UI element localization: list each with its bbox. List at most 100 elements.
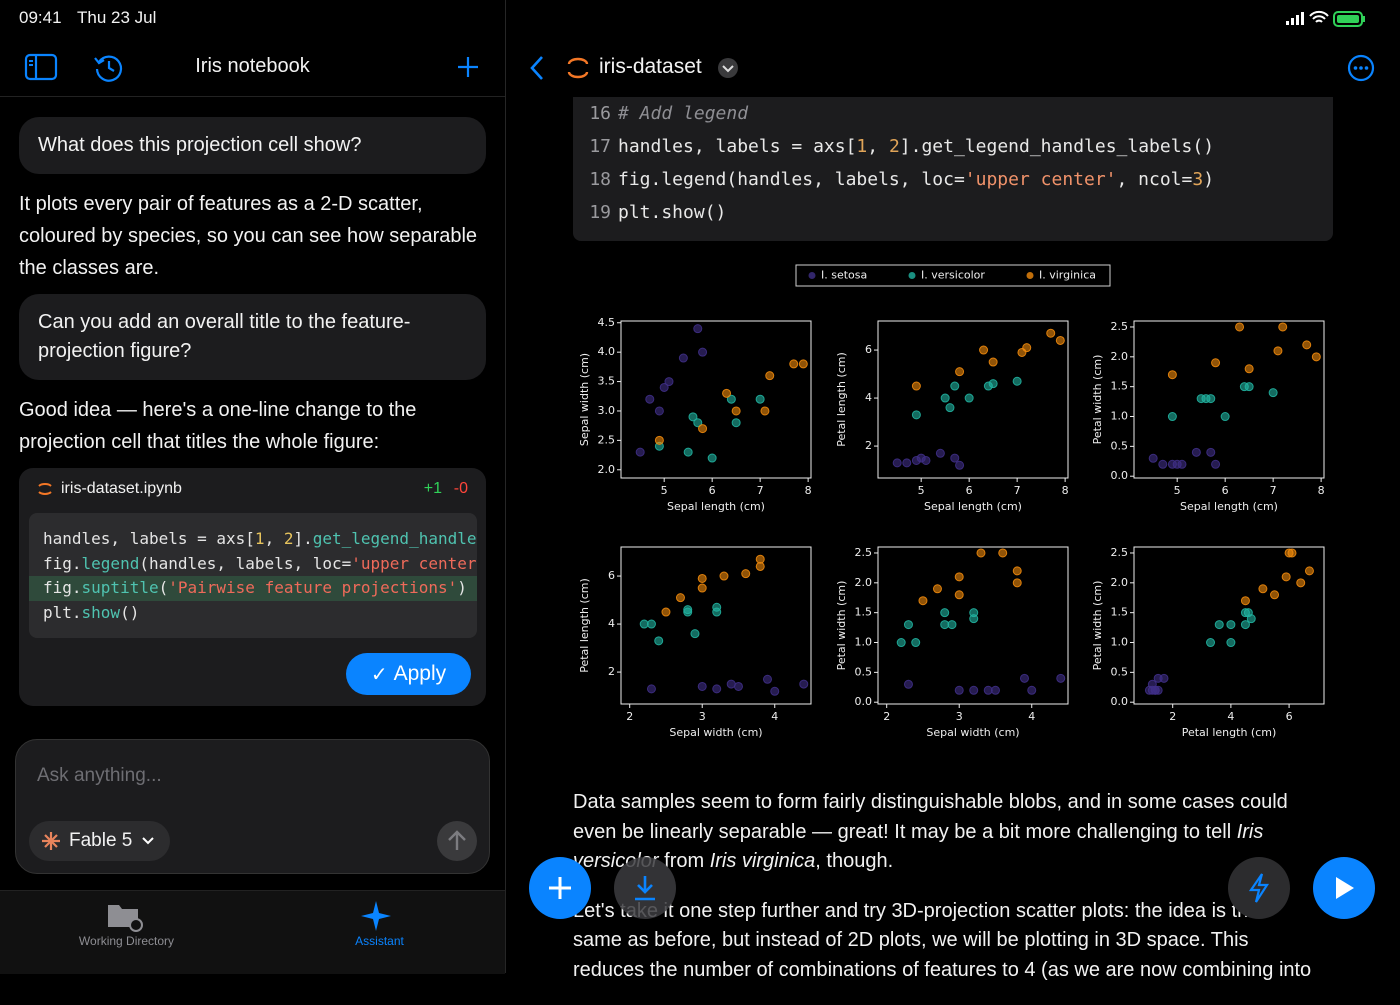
code-line: 17 handles, labels = axs[1, 2].get_legend… <box>573 130 1333 163</box>
title-menu[interactable] <box>717 57 739 79</box>
token: ) <box>1203 169 1215 190</box>
point <box>1258 584 1268 594</box>
point <box>983 685 993 695</box>
point <box>1172 459 1182 469</box>
download-button[interactable] <box>614 857 676 919</box>
point <box>969 608 979 618</box>
legend-marker <box>1026 272 1034 279</box>
tab[interactable]: Assistant <box>253 891 506 974</box>
y-tick-label: 0.0 <box>1111 469 1129 482</box>
point <box>911 381 921 391</box>
badge <box>129 918 143 932</box>
x-axis-label: Sepal width (cm) <box>669 726 762 739</box>
model-icon <box>42 832 60 850</box>
back-button[interactable] <box>528 54 546 82</box>
y-tick-label: 0.5 <box>1111 665 1129 678</box>
point <box>1270 590 1280 600</box>
paragraph: Data samples seem to form fairly disting… <box>573 788 1313 877</box>
point <box>755 394 765 404</box>
y-tick-label: 2 <box>608 665 615 678</box>
history-button[interactable] <box>93 52 125 84</box>
point <box>955 367 965 377</box>
status-icons <box>1286 10 1365 27</box>
apply-label: Apply <box>393 662 447 685</box>
y-tick-label: 1.0 <box>1111 410 1129 423</box>
x-tick-label: 2 <box>626 710 633 723</box>
point <box>911 410 921 420</box>
chat-input[interactable]: Ask anything... Fable 5 <box>15 739 490 874</box>
download-icon <box>635 876 655 901</box>
point <box>1214 620 1224 630</box>
point <box>1211 459 1221 469</box>
x-tick-label: 7 <box>757 484 764 497</box>
quick-action-button[interactable] <box>1228 857 1290 919</box>
point <box>1206 447 1216 457</box>
legend-label: I. virginica <box>1039 269 1096 282</box>
line-number: 18 <box>589 169 611 190</box>
point <box>1268 388 1278 398</box>
y-tick-label: 4 <box>608 617 615 630</box>
token: fig.legend(handles, labels, loc= <box>618 169 965 190</box>
x-tick-label: 6 <box>1222 484 1229 497</box>
point <box>1201 394 1211 404</box>
point <box>1304 566 1314 576</box>
point <box>1220 412 1230 422</box>
diff-code: handles, labels = axs[1, 2].get_legend_h… <box>29 513 477 638</box>
legend-label: I. versicolor <box>921 269 985 282</box>
point <box>690 629 700 639</box>
y-tick-label: 0.0 <box>855 695 873 708</box>
chevron <box>142 837 154 845</box>
point <box>976 548 986 558</box>
y-tick-label: 1.0 <box>855 636 873 649</box>
y-axis-label: Petal width (cm) <box>1091 355 1104 445</box>
point <box>969 685 979 695</box>
x-tick-label: 7 <box>1270 484 1277 497</box>
tab[interactable]: Working Directory <box>0 891 253 974</box>
y-tick-label: 2.0 <box>855 576 873 589</box>
x-tick-label: 3 <box>956 710 963 723</box>
point <box>892 458 902 468</box>
token: legend <box>81 553 140 573</box>
token: ]. <box>293 529 313 548</box>
send-button[interactable] <box>437 821 477 861</box>
point <box>1022 343 1032 353</box>
token: 3 <box>1192 169 1204 190</box>
point <box>678 353 688 363</box>
point <box>635 447 645 457</box>
line-number: 16 <box>589 103 611 124</box>
bolt-icon <box>1248 873 1270 903</box>
point <box>698 347 708 357</box>
point <box>1012 376 1022 386</box>
y-tick-label: 2 <box>865 439 872 452</box>
run-button[interactable] <box>1313 857 1375 919</box>
model-picker[interactable]: Fable 5 <box>29 821 170 861</box>
x-tick-label: 5 <box>661 484 668 497</box>
point <box>950 453 960 463</box>
figure: I. setosa I. versicolor I. virginica 5 6 7 8 2.… <box>578 264 1325 739</box>
point <box>693 324 703 334</box>
new-chat-button[interactable] <box>456 55 480 79</box>
y-axis-label: Petal width (cm) <box>835 581 848 671</box>
add-cell-button[interactable] <box>529 857 591 919</box>
token: 1 <box>856 136 868 157</box>
apply-button[interactable]: ✓ Apply <box>346 653 471 695</box>
point <box>1167 370 1177 380</box>
y-tick-label: 2.5 <box>1111 546 1129 559</box>
point <box>731 418 741 428</box>
diff-added: +1 <box>423 480 442 497</box>
point <box>639 619 649 629</box>
point <box>798 359 808 369</box>
notebook-title: iris-dataset <box>599 55 702 78</box>
status-time: 09:41 <box>19 8 62 27</box>
y-tick-label: 2.5 <box>855 546 873 559</box>
more-button[interactable] <box>1347 54 1375 82</box>
sidebar-button[interactable] <box>24 53 58 81</box>
point <box>911 638 921 648</box>
point <box>1153 685 1163 695</box>
point <box>675 593 685 603</box>
token: (handles, labels, loc= <box>139 553 352 573</box>
point <box>1206 638 1216 648</box>
point <box>1226 638 1236 648</box>
tab-label: Assistant <box>355 934 404 948</box>
point <box>935 448 945 458</box>
